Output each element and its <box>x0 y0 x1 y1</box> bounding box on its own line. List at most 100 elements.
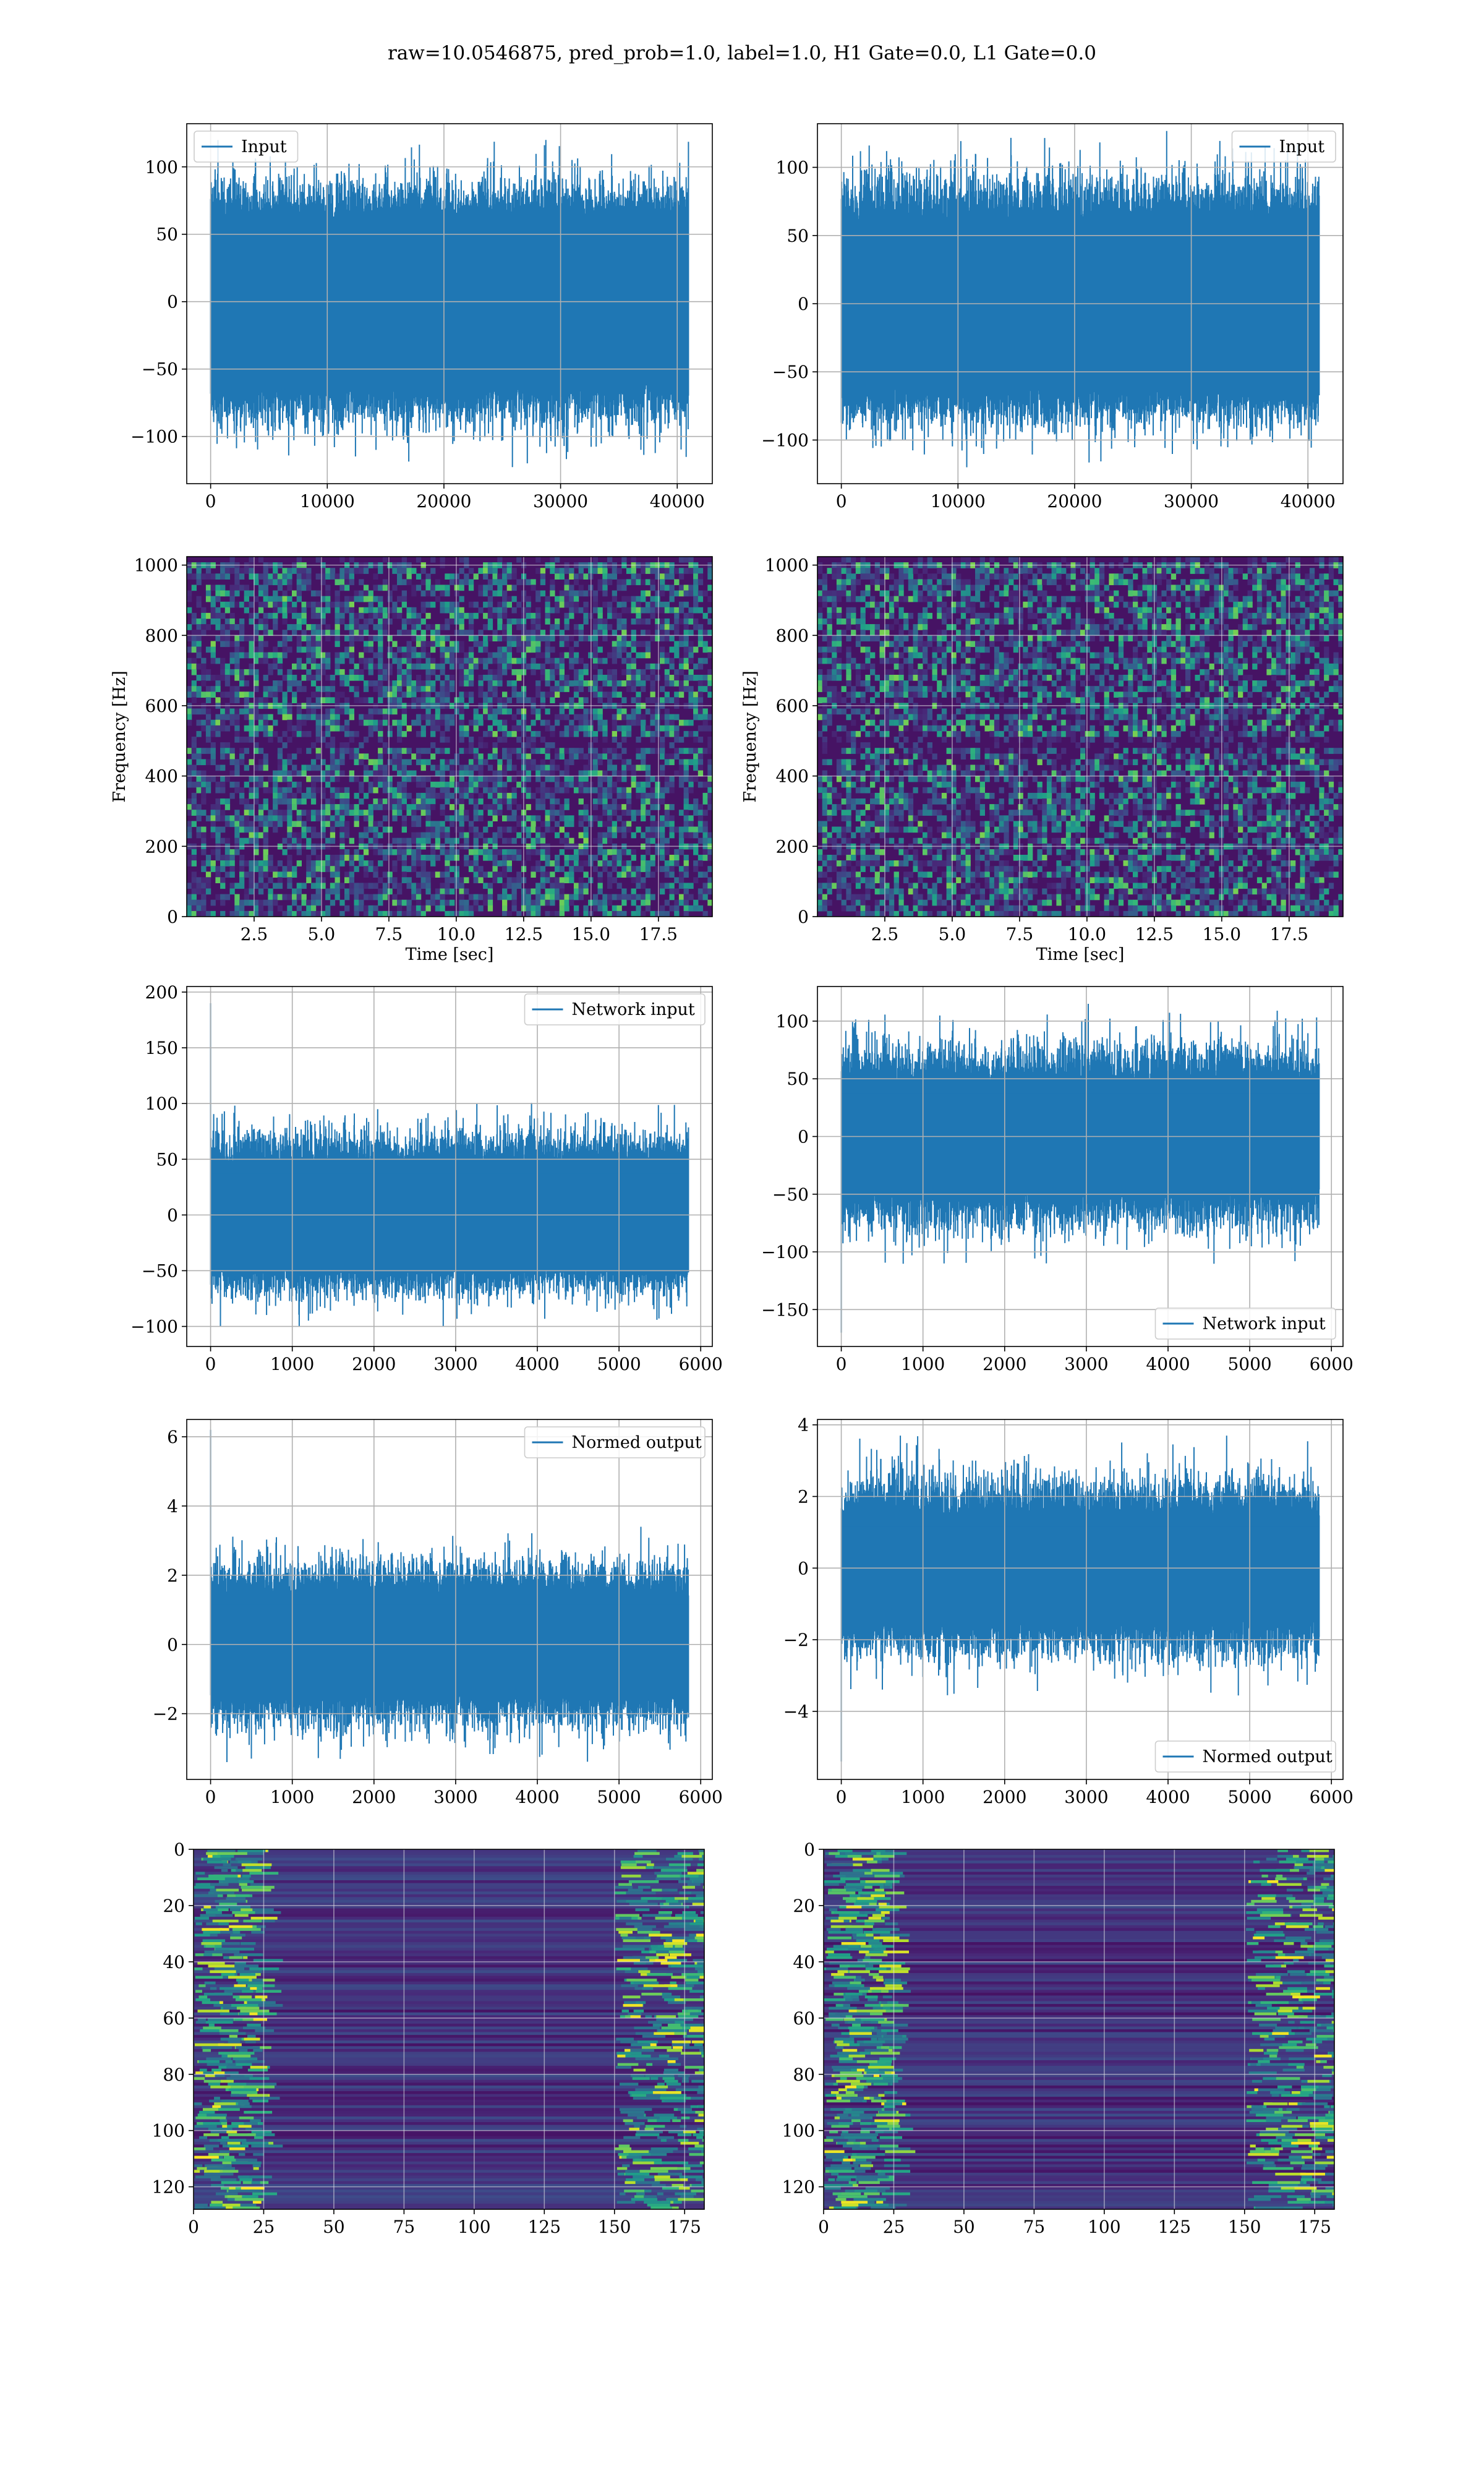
heatmap-cell <box>583 697 589 703</box>
heatmap-cell <box>660 866 665 872</box>
heatmap-cell <box>545 596 550 602</box>
heatmap-cell <box>502 860 508 867</box>
heatmap-cell <box>879 579 885 586</box>
heatmap-cell <box>468 910 474 917</box>
heatmap-cell <box>425 837 431 844</box>
heatmap-cell <box>296 883 302 889</box>
heatmap-cell <box>578 866 584 872</box>
heatmap-cell <box>817 657 823 664</box>
heatmap-cell <box>287 837 292 844</box>
heatmap-cell <box>846 748 851 754</box>
heatmap-cell <box>569 601 574 608</box>
heatmap-cell <box>893 686 899 692</box>
heatmap-cell <box>650 855 655 861</box>
heatmap-cell <box>655 826 660 833</box>
heatmap-cell <box>612 680 617 687</box>
heatmap-cell <box>368 837 373 844</box>
heatmap-cell <box>354 669 359 675</box>
heatmap-cell <box>224 871 231 878</box>
heatmap-cell <box>550 804 555 810</box>
heatmap-cell <box>550 663 555 670</box>
heatmap-cell <box>855 849 861 855</box>
heatmap-cell <box>335 607 340 614</box>
heatmap-cell <box>239 624 245 630</box>
heatmap-cell <box>846 646 851 653</box>
heatmap-cell <box>416 871 422 878</box>
heatmap-cell <box>540 675 546 681</box>
heatmap-cell <box>335 624 340 630</box>
heatmap-cell <box>602 899 608 906</box>
heatmap-cell <box>621 821 627 828</box>
heatmap-cell <box>468 759 474 766</box>
heatmap-cell <box>382 781 388 788</box>
heatmap-cell <box>239 652 245 659</box>
heatmap-cell <box>344 832 350 839</box>
heatmap-cell <box>707 877 712 883</box>
heatmap-cell <box>459 697 464 703</box>
heatmap-cell <box>874 776 880 782</box>
heatmap-cell <box>487 855 493 861</box>
heatmap-cell <box>511 883 517 889</box>
heatmap-cell <box>234 641 240 648</box>
heatmap-cell <box>564 776 569 782</box>
heatmap-cell <box>832 607 837 614</box>
heatmap-cell <box>378 776 383 782</box>
heatmap-cell <box>296 579 302 586</box>
heatmap-cell <box>459 624 464 630</box>
heatmap-cell <box>669 866 675 872</box>
heatmap-cell <box>224 663 231 670</box>
heatmap-cell <box>621 849 627 855</box>
heatmap-cell <box>564 624 569 630</box>
heatmap-cell <box>631 646 636 653</box>
heatmap-cell <box>841 590 846 597</box>
x-tick-label: 2.5 <box>241 924 268 944</box>
heatmap-cell <box>435 894 441 901</box>
heatmap-cell <box>420 877 426 883</box>
heatmap-cell <box>564 675 569 681</box>
heatmap-cell <box>483 787 488 794</box>
heatmap-cell <box>612 905 617 912</box>
heatmap-cell <box>860 894 866 901</box>
heatmap-cell <box>636 708 641 715</box>
heatmap-cell <box>468 663 474 670</box>
heatmap-cell <box>870 663 876 670</box>
heatmap-cell <box>373 866 378 872</box>
heatmap-cell <box>229 821 235 828</box>
heatmap-cell <box>860 714 866 721</box>
heatmap-cell <box>273 899 278 906</box>
heatmap-cell <box>903 618 909 625</box>
heatmap-cell <box>406 792 412 799</box>
heatmap-cell <box>263 855 268 861</box>
heatmap-cell <box>879 590 885 597</box>
heatmap-cell <box>506 759 512 766</box>
heatmap-cell <box>234 737 240 743</box>
heatmap-cell <box>273 663 278 670</box>
heatmap-cell <box>578 714 584 721</box>
heatmap-cell <box>354 821 359 828</box>
heatmap-cell <box>287 905 292 912</box>
heatmap-cell <box>592 855 599 861</box>
heatmap-cell <box>506 596 512 602</box>
heatmap-cell <box>602 770 608 777</box>
heatmap-cell <box>249 708 254 715</box>
heatmap-cell <box>497 557 503 563</box>
heatmap-cell <box>540 770 546 777</box>
heatmap-cell <box>502 837 508 844</box>
heatmap-cell <box>660 573 665 580</box>
heatmap-cell <box>683 764 689 771</box>
heatmap-cell <box>664 601 670 608</box>
heatmap-cell <box>201 612 207 619</box>
heatmap-cell <box>368 826 373 833</box>
heatmap-cell <box>464 888 469 895</box>
heatmap-cell <box>597 770 603 777</box>
heatmap-cell <box>483 663 488 670</box>
heatmap-cell <box>258 657 264 664</box>
heatmap-cell <box>292 910 297 917</box>
heatmap-cell <box>827 832 832 839</box>
heatmap-cell <box>306 905 312 912</box>
heatmap-cell <box>903 612 909 619</box>
heatmap-cell <box>263 787 268 794</box>
heatmap-cell <box>903 708 909 715</box>
heatmap-cell <box>578 776 584 782</box>
heatmap-cell <box>645 810 651 816</box>
